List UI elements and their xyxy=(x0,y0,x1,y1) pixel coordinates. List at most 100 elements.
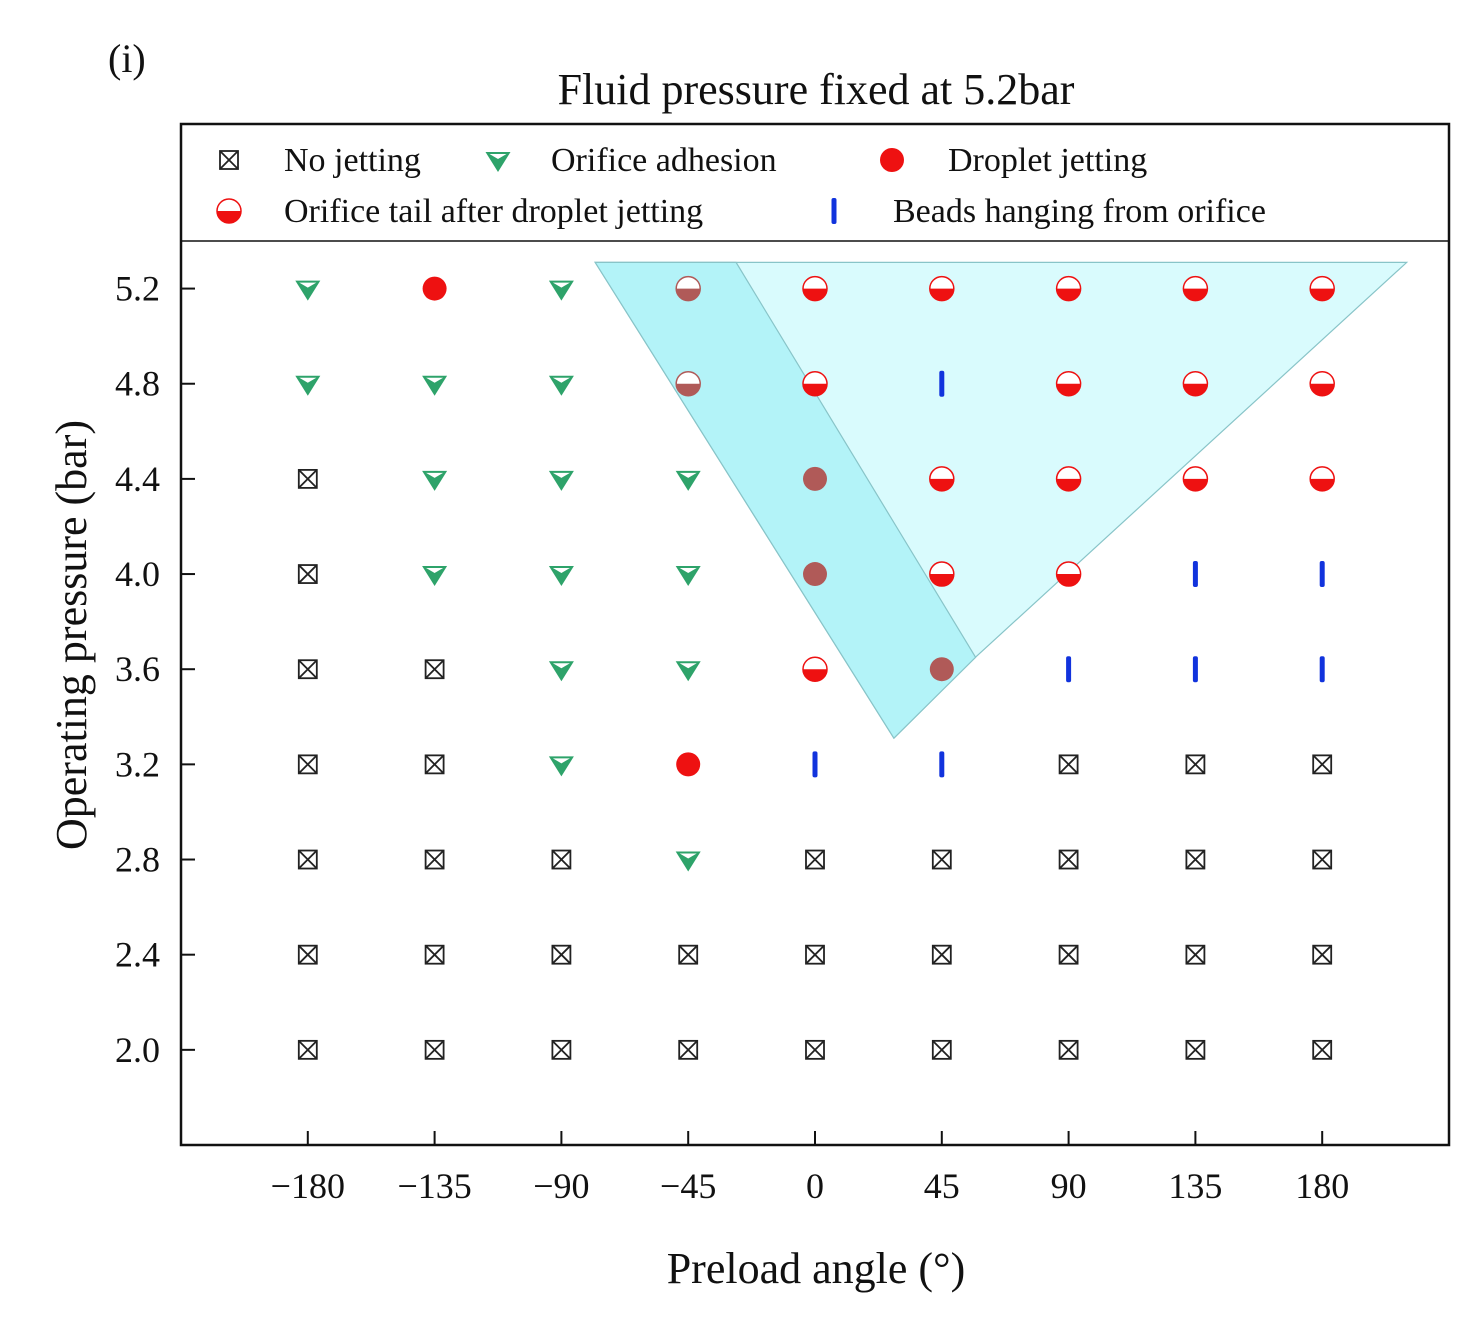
data-point-b xyxy=(1192,656,1198,683)
data-point-a xyxy=(675,470,701,491)
x-tick-label: 180 xyxy=(1295,1166,1349,1206)
data-point-n xyxy=(297,944,318,965)
data-point-n xyxy=(424,944,445,965)
data-point-n xyxy=(297,564,318,584)
data-point-n xyxy=(1185,754,1206,775)
data-point-b xyxy=(939,370,945,397)
data-point-n xyxy=(1312,849,1333,870)
data-point-t xyxy=(1182,370,1209,397)
data-point-a xyxy=(675,661,701,682)
data-point-a xyxy=(548,375,574,396)
x-tick-label: 90 xyxy=(1051,1166,1087,1206)
x-tick-label: −135 xyxy=(397,1166,471,1206)
data-point-n xyxy=(1058,944,1079,965)
data-point-n xyxy=(424,1039,445,1060)
y-axis-label: Operating pressure (bar) xyxy=(47,420,96,850)
data-point-db xyxy=(803,466,827,491)
x-tick-label: 45 xyxy=(924,1166,960,1206)
data-point-t xyxy=(929,561,955,587)
legend: No jetting Orifice adhesion Droplet jettin… xyxy=(216,142,1266,230)
legend-item: Droplet jetting xyxy=(880,142,1147,179)
data-point-db xyxy=(803,562,827,587)
y-tick-label: 4.0 xyxy=(115,554,160,594)
data-point-a xyxy=(548,756,574,777)
data-point-db xyxy=(929,657,954,682)
x-axis-ticks: −180 −135 −90 −45 0 45 90 135 180 xyxy=(271,1131,1349,1206)
data-point-a xyxy=(422,470,448,491)
data-point-t xyxy=(929,275,955,302)
data-point-b xyxy=(1066,656,1072,683)
data-point-b xyxy=(1192,561,1198,588)
legend-label: No jetting xyxy=(284,142,421,179)
legend-item: Orifice adhesion xyxy=(485,142,777,179)
x-tick-label: 135 xyxy=(1168,1166,1222,1206)
legend-label: Beads hanging from orifice xyxy=(893,193,1266,230)
data-point-n xyxy=(1312,1039,1333,1060)
data-point-a xyxy=(675,851,701,872)
x-tick-label: −90 xyxy=(533,1166,589,1206)
data-point-a xyxy=(548,470,574,491)
data-point-t xyxy=(1182,275,1209,302)
data-point-n xyxy=(1058,1039,1079,1060)
data-point-n xyxy=(1185,849,1206,870)
x-tick-label: −45 xyxy=(660,1166,716,1206)
data-point-a xyxy=(295,280,321,301)
data-point-b xyxy=(1319,561,1325,588)
x-axis-label: Preload angle (°) xyxy=(667,1244,966,1293)
data-point-a xyxy=(548,566,574,587)
data-point-t xyxy=(802,275,828,302)
data-point-a xyxy=(675,566,701,587)
data-point-n xyxy=(805,944,825,965)
data-point-n xyxy=(297,659,318,680)
chart-title: Fluid pressure fixed at 5.2bar xyxy=(558,65,1075,114)
data-point-t xyxy=(1055,275,1082,302)
y-tick-label: 3.2 xyxy=(115,744,160,784)
legend-item: No jetting xyxy=(219,142,421,179)
y-axis-ticks: 2.0 2.4 2.8 3.2 3.6 4.0 4.4 4.8 5.2 xyxy=(115,269,195,1070)
data-point-n xyxy=(424,849,445,870)
data-point-n xyxy=(931,1039,952,1060)
data-point-a xyxy=(295,375,321,396)
data-point-n xyxy=(1058,754,1079,775)
y-tick-label: 2.0 xyxy=(115,1030,160,1070)
y-tick-label: 3.6 xyxy=(115,649,160,689)
y-tick-label: 2.8 xyxy=(115,840,160,880)
data-point-a xyxy=(548,280,574,301)
data-point-n xyxy=(297,1039,318,1060)
data-point-t xyxy=(1055,370,1082,397)
data-point-t xyxy=(1309,275,1335,302)
y-tick-label: 4.4 xyxy=(115,459,160,499)
data-point-t xyxy=(802,656,828,682)
data-point-n xyxy=(1312,944,1333,965)
data-point-b xyxy=(1319,656,1325,683)
data-point-t xyxy=(802,370,828,397)
legend-label: Orifice adhesion xyxy=(551,142,777,179)
data-point-a xyxy=(548,661,574,682)
data-point-a xyxy=(422,566,448,587)
y-tick-label: 4.8 xyxy=(115,364,160,404)
legend-label: Droplet jetting xyxy=(948,142,1147,179)
data-point-n xyxy=(1185,1039,1206,1060)
data-point-t xyxy=(1182,466,1209,492)
data-point-b xyxy=(939,751,945,778)
data-point-n xyxy=(297,754,318,775)
data-point-t xyxy=(1055,561,1082,587)
legend-marker-n xyxy=(219,150,239,170)
data-markers xyxy=(295,275,1335,1060)
data-point-n xyxy=(805,1039,825,1060)
data-point-a xyxy=(422,375,448,396)
x-tick-label: −180 xyxy=(271,1166,345,1206)
legend-marker-b xyxy=(831,198,837,224)
data-point-n xyxy=(424,754,445,775)
data-point-n xyxy=(678,1039,699,1060)
data-point-n xyxy=(931,849,952,870)
y-tick-label: 2.4 xyxy=(115,935,160,975)
y-tick-label: 5.2 xyxy=(115,269,160,309)
data-point-t xyxy=(929,466,955,492)
data-point-n xyxy=(297,849,318,870)
data-point-b xyxy=(812,751,818,778)
legend-item: Orifice tail after droplet jetting xyxy=(216,193,703,230)
data-point-n xyxy=(1185,944,1206,965)
data-point-t xyxy=(1055,466,1082,492)
